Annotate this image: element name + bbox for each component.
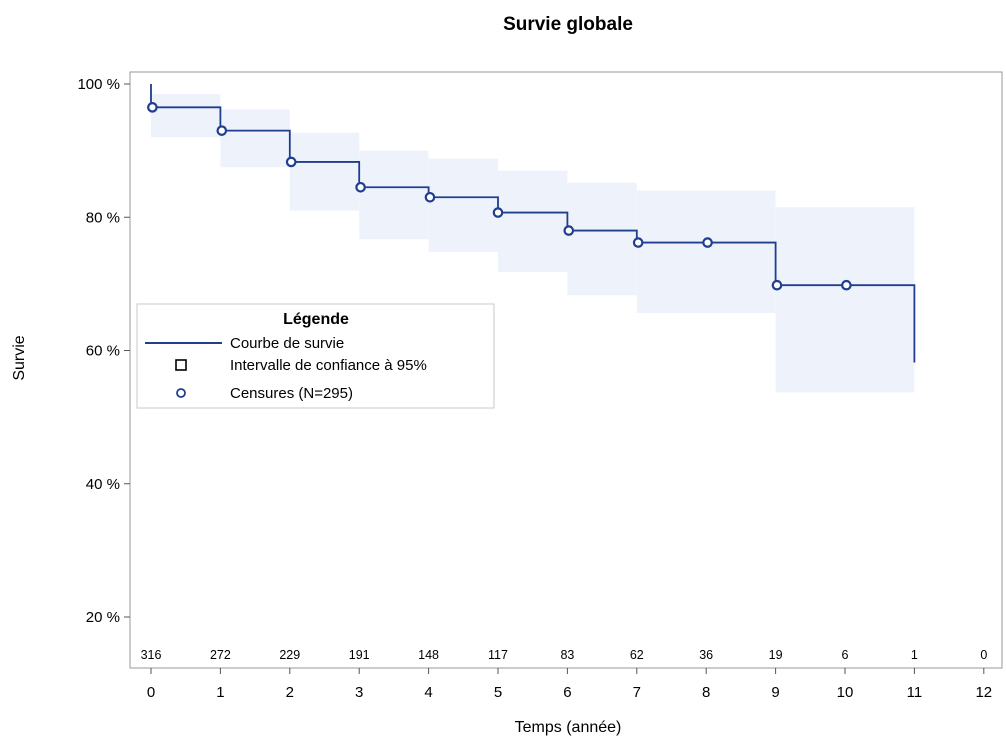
legend-item-curve: Courbe de survie <box>230 335 344 352</box>
censor-marker-6 <box>563 225 575 236</box>
ci-band-segment-7 <box>636 190 776 314</box>
ci-band-segment-5 <box>498 170 568 272</box>
legend-item-ci: Intervalle de confiance à 95% <box>230 357 427 374</box>
censor-marker-group <box>147 102 852 291</box>
legend-title: Légende <box>283 311 349 328</box>
at-risk-label-8: 36 <box>699 648 713 662</box>
at-risk-label-2: 229 <box>279 648 300 662</box>
at-risk-label-4: 148 <box>418 648 439 662</box>
x-tick-label-1: 1 <box>216 684 224 701</box>
x-tick-label-0: 0 <box>147 684 155 701</box>
x-axis-label: Temps (année) <box>515 719 622 736</box>
plot-frame <box>129 71 1003 669</box>
x-tick-label-2: 2 <box>286 684 294 701</box>
ci-band-segment-2 <box>289 132 360 211</box>
at-risk-label-0: 316 <box>141 648 162 662</box>
at-risk-label-11: 1 <box>911 648 918 662</box>
y-tick-label-4: 20 % <box>86 609 120 626</box>
legend-circle-symbol <box>176 388 186 398</box>
censor-marker-4 <box>424 191 436 203</box>
x-tick-label-7: 7 <box>633 684 641 701</box>
ci-band-segment-0 <box>151 93 221 138</box>
y-tick-label-3: 40 % <box>86 476 120 493</box>
confidence-band-group <box>151 93 915 393</box>
ci-band-segment-1 <box>220 109 290 168</box>
x-tick-label-9: 9 <box>771 684 779 701</box>
at-risk-label-3: 191 <box>349 648 370 662</box>
survival-curve-group <box>150 84 916 363</box>
ci-band-segment-3 <box>359 150 429 240</box>
x-tick-label-10: 10 <box>837 684 854 701</box>
at-risk-label-6: 83 <box>560 648 574 662</box>
axes-group: 100 %80 %60 %40 %20 %0 1 2 3 4 5 6 7 8 9 10 11 12 <box>77 71 1003 701</box>
survival-curve-line <box>150 84 916 363</box>
at-risk-label-9: 19 <box>769 648 783 662</box>
chart-title: Survie globale <box>503 14 633 35</box>
legend-item-censures: Censures (N=295) <box>230 385 353 402</box>
y-tick-label-1: 80 % <box>86 209 120 226</box>
censor-marker-8 <box>702 237 713 248</box>
x-tick-label-11: 11 <box>907 684 923 701</box>
at-risk-label-10: 6 <box>842 648 849 662</box>
legend-box <box>136 303 495 409</box>
y-axis-label: Survie <box>11 335 28 380</box>
at-risk-group: 316 272 229 191 148 117 83 62 36 19 6 1 0 <box>141 648 988 662</box>
ci-band-segment-4 <box>428 158 498 252</box>
y-tick-label-2: 60 % <box>86 343 120 360</box>
censor-marker-5 <box>492 207 504 218</box>
x-tick-label-4: 4 <box>424 684 432 701</box>
ci-band-segment-6 <box>567 182 637 296</box>
x-tick-label-5: 5 <box>494 684 502 701</box>
censor-marker-0 <box>147 102 158 113</box>
censor-marker-9 <box>771 279 783 291</box>
at-risk-label-5: 117 <box>488 648 508 662</box>
censor-marker-3 <box>355 181 366 193</box>
legend-square-symbol <box>175 359 187 371</box>
at-risk-label-1: 272 <box>210 648 231 662</box>
legend: Légende Courbe de survie Intervalle de c… <box>136 303 495 409</box>
x-tick-label-8: 8 <box>702 684 710 701</box>
censor-marker-1 <box>216 125 228 136</box>
censor-marker-7 <box>632 237 644 248</box>
censor-marker-10 <box>841 279 852 291</box>
x-tick-label-12: 12 <box>975 684 992 701</box>
censor-marker-2 <box>285 156 297 168</box>
ci-band-segment-8 <box>775 207 915 393</box>
at-risk-label-7: 62 <box>630 648 644 662</box>
x-tick-label-6: 6 <box>563 684 571 701</box>
at-risk-label-12: 0 <box>980 648 987 662</box>
y-tick-label-0: 100 % <box>77 76 120 93</box>
x-tick-label-3: 3 <box>355 684 363 701</box>
